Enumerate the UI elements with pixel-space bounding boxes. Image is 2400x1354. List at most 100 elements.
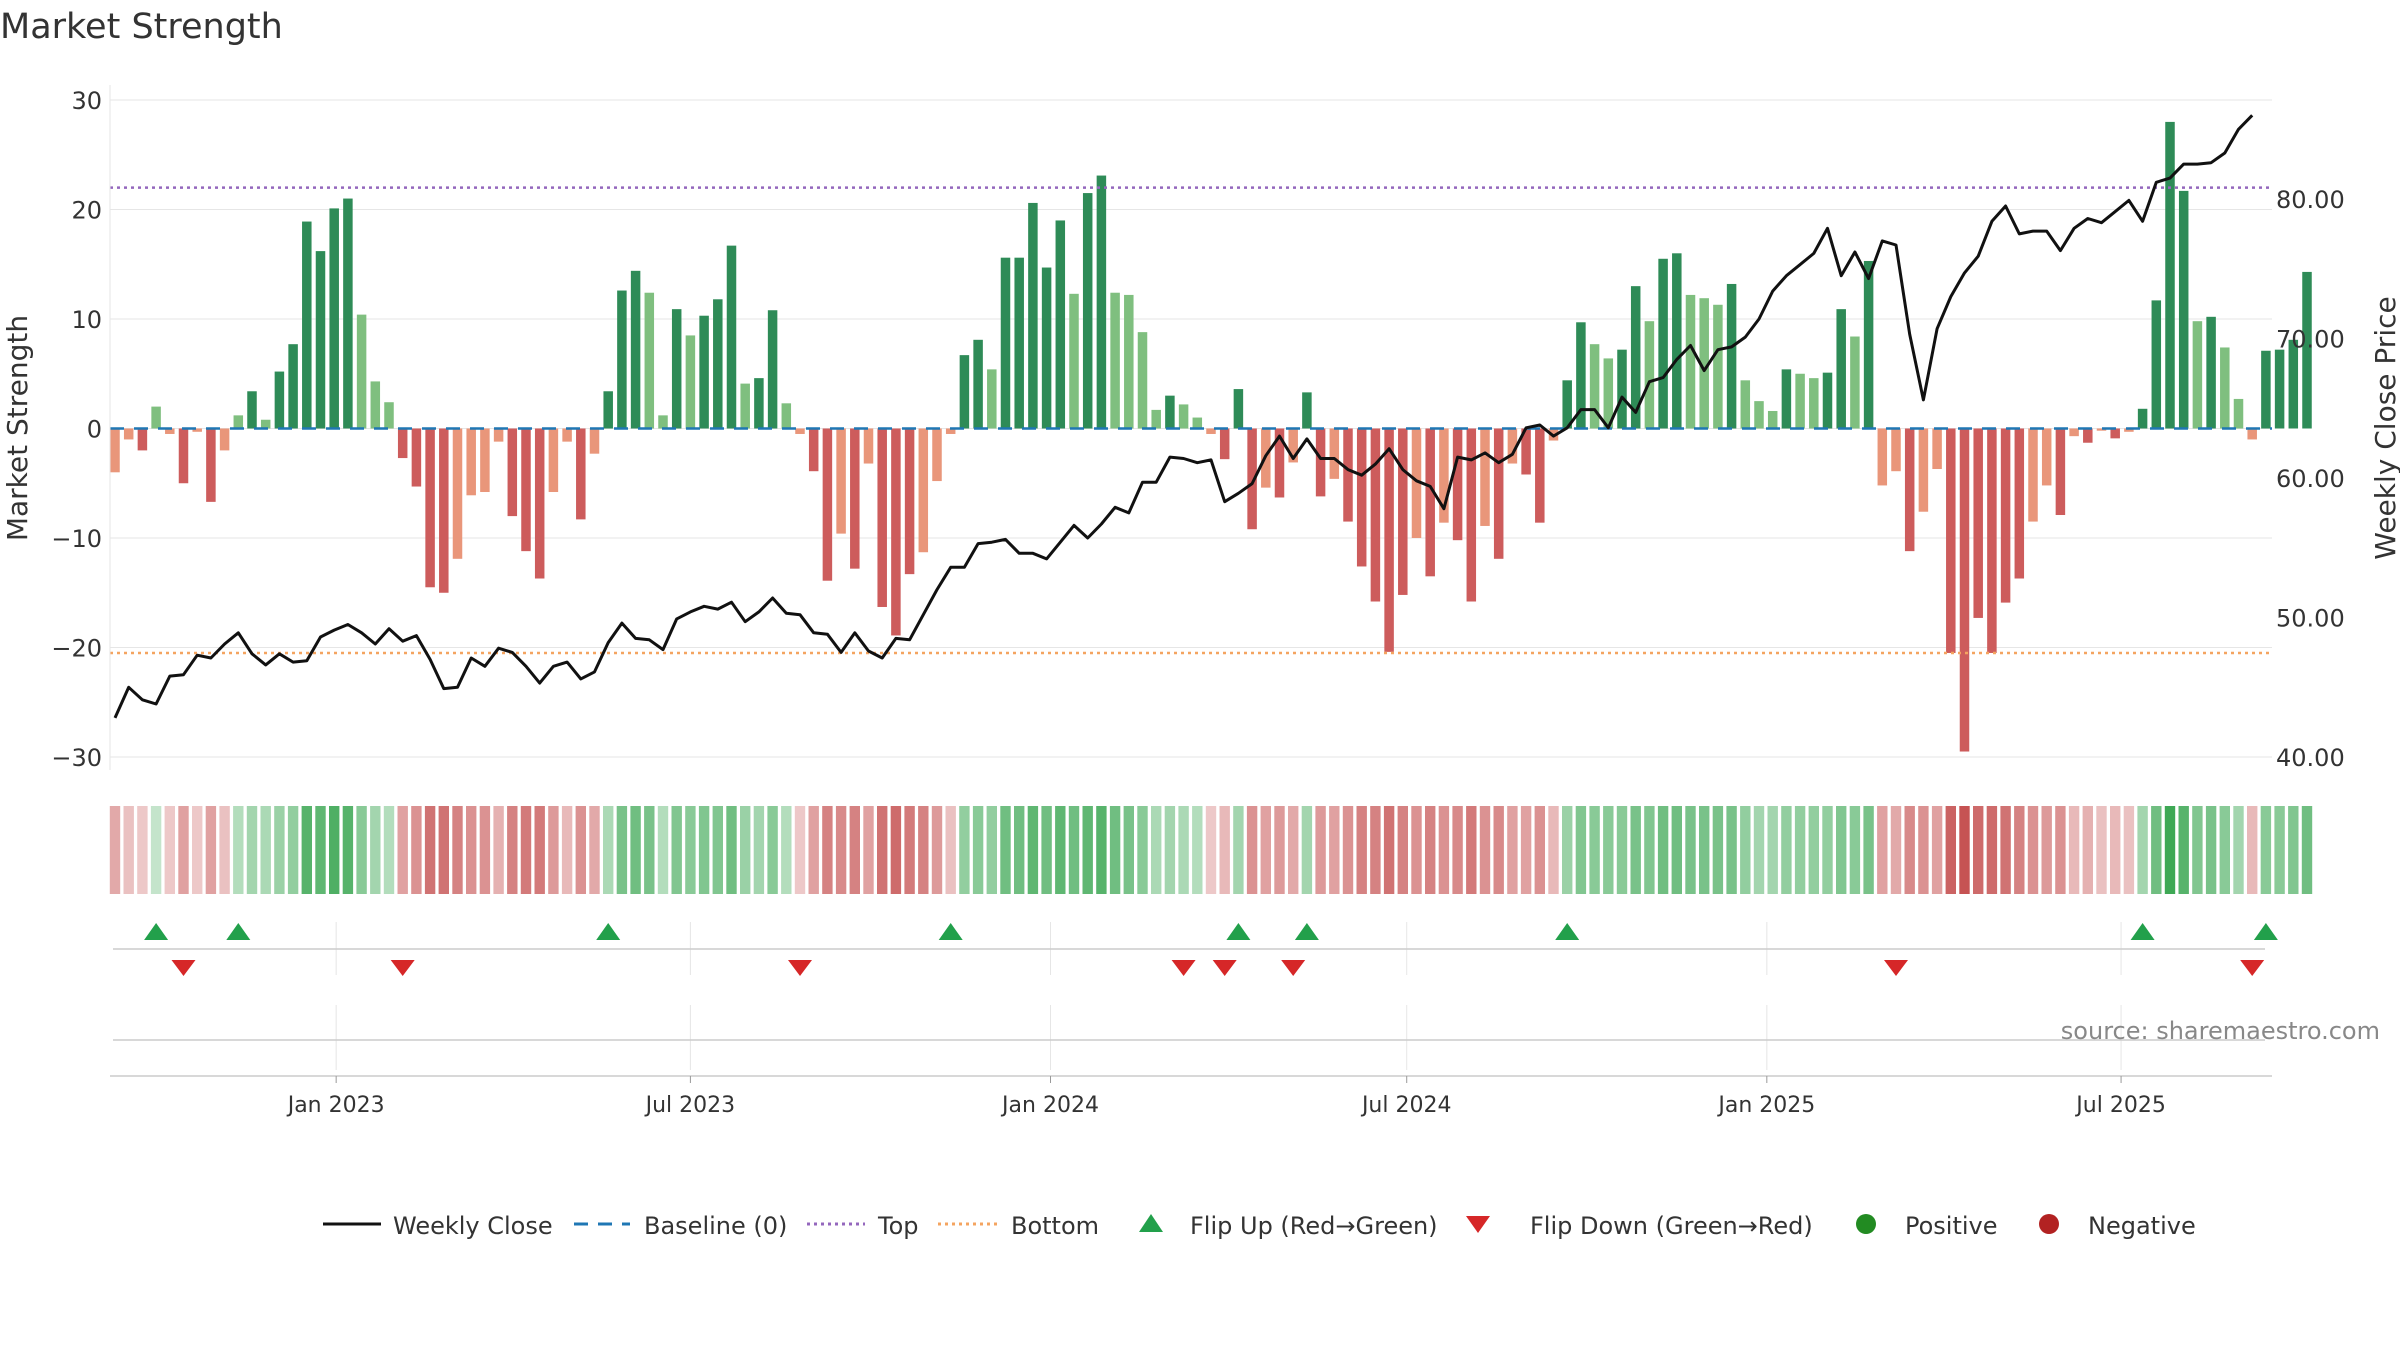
strength-bar	[2014, 428, 2025, 579]
strength-bar	[1302, 392, 1312, 429]
strength-bar	[247, 391, 257, 429]
strength-bar	[973, 339, 983, 429]
heat-strip-cell	[1904, 806, 1915, 894]
strength-bar	[1055, 220, 1066, 429]
heat-strip-cell	[493, 806, 504, 894]
strength-bar	[1713, 304, 1723, 429]
heat-strip-cell	[2014, 806, 2025, 894]
y-tick-label: 20	[71, 197, 102, 225]
heat-strip-cell	[1041, 806, 1052, 894]
strength-bar	[1466, 428, 1477, 602]
strength-bar	[521, 428, 531, 552]
strength-bar	[1206, 428, 1216, 434]
heat-strip-cell	[904, 806, 915, 894]
heat-strip-cell	[1151, 806, 1162, 894]
strength-bar	[1795, 373, 1805, 429]
strength-bar	[548, 428, 559, 493]
strength-bar	[781, 403, 792, 429]
heat-strip-cell	[329, 806, 340, 894]
heat-strip-cell	[1603, 806, 1614, 894]
legend-positive-label: Positive	[1905, 1212, 1998, 1240]
heat-strip-cell	[1000, 806, 1011, 894]
y-tick-label: 10	[71, 306, 102, 334]
heat-strip-cell	[1205, 806, 1217, 894]
x-tick-label: Jul 2024	[1360, 1093, 1452, 1118]
heat-strip-cell	[1301, 806, 1313, 894]
x-tick-label: Jan 2023	[286, 1093, 385, 1118]
heat-strip-cell	[1575, 806, 1587, 894]
heat-strip-cell	[685, 806, 696, 894]
strength-bar	[151, 406, 161, 429]
strength-bar	[2028, 428, 2038, 522]
strength-bar	[534, 428, 545, 579]
strength-bar	[795, 428, 805, 434]
strength-bar	[1069, 293, 1079, 429]
reference-lines	[110, 186, 2272, 655]
strength-bar	[2000, 428, 2011, 603]
strength-bar	[945, 428, 956, 434]
heat-strip-cell	[2000, 806, 2011, 894]
heat-strip-cell	[890, 806, 902, 894]
strength-bar	[808, 428, 819, 472]
strength-bar	[767, 310, 778, 429]
heat-strip-cell	[726, 806, 737, 894]
heat-strip-cell	[2082, 806, 2093, 894]
strength-bar	[1041, 267, 1052, 429]
y-tick-label: −20	[51, 635, 102, 663]
heat-strip-cell	[356, 806, 367, 894]
heat-strip-cell	[644, 806, 655, 894]
flip-down-marker	[171, 960, 196, 976]
heat-strip-cell	[2205, 806, 2217, 894]
flip-up-marker	[2130, 923, 2155, 940]
heat-strip-cell	[849, 806, 860, 894]
heat-strip-cell	[1699, 806, 1710, 894]
strength-bar	[630, 270, 641, 429]
heat-strip-cell	[1452, 806, 1463, 894]
heat-strip-cell	[137, 806, 148, 894]
heat-strip-cell	[260, 806, 271, 894]
heat-strip-cell	[109, 806, 121, 894]
strength-bar	[370, 381, 381, 429]
strength-bar	[1356, 428, 1367, 567]
strength-bar	[1658, 258, 1668, 429]
heat-strip-cell	[657, 806, 669, 894]
heat-strip-cell	[274, 806, 285, 894]
heat-strip-cell	[1342, 806, 1354, 894]
strength-bar	[2206, 316, 2216, 429]
strength-bar	[1274, 428, 1285, 498]
heat-strip-cell	[383, 806, 395, 894]
heat-strip-cell	[1712, 806, 1724, 894]
legend-flip-down-label: Flip Down (Green→Red)	[1530, 1212, 1813, 1240]
heat-strip-cell	[1178, 806, 1189, 894]
strength-bar	[1959, 428, 1970, 752]
strength-bar	[1863, 260, 1874, 429]
strength-bar	[1014, 257, 1024, 429]
y-axis-label: Market Strength	[1, 315, 34, 541]
heat-strip-cell	[1644, 806, 1655, 894]
heat-strip-cell	[1288, 806, 1299, 894]
strength-bar	[1850, 336, 1860, 429]
heat-strip-cell	[424, 806, 436, 894]
strength-bar	[2178, 190, 2189, 429]
heat-strip-cell	[1068, 806, 1080, 894]
heat-strip-cell	[1507, 806, 1518, 894]
heat-strip-cell	[1479, 806, 1491, 894]
strength-bar	[452, 428, 463, 559]
strength-bar	[671, 309, 682, 429]
legend-flip-down-marker	[1466, 1216, 1490, 1233]
strength-bar	[644, 292, 655, 429]
heat-strip-cell	[1383, 806, 1395, 894]
heat-strip-cell	[808, 806, 819, 894]
heat-strip-cell	[1877, 806, 1888, 894]
heat-strip-cell	[1520, 806, 1532, 894]
heat-strip-cell	[233, 806, 244, 894]
strength-bar	[110, 428, 120, 473]
strength-bar	[1096, 175, 1107, 429]
heat-strip-cell	[712, 806, 723, 894]
heat-strip-cell	[1753, 806, 1765, 894]
heat-strip-cell	[2151, 806, 2162, 894]
strength-bar	[192, 428, 202, 432]
strength-bar	[1973, 428, 1983, 618]
strength-bar	[1781, 369, 1792, 429]
legend-flip-up-label: Flip Up (Red→Green)	[1190, 1212, 1438, 1240]
